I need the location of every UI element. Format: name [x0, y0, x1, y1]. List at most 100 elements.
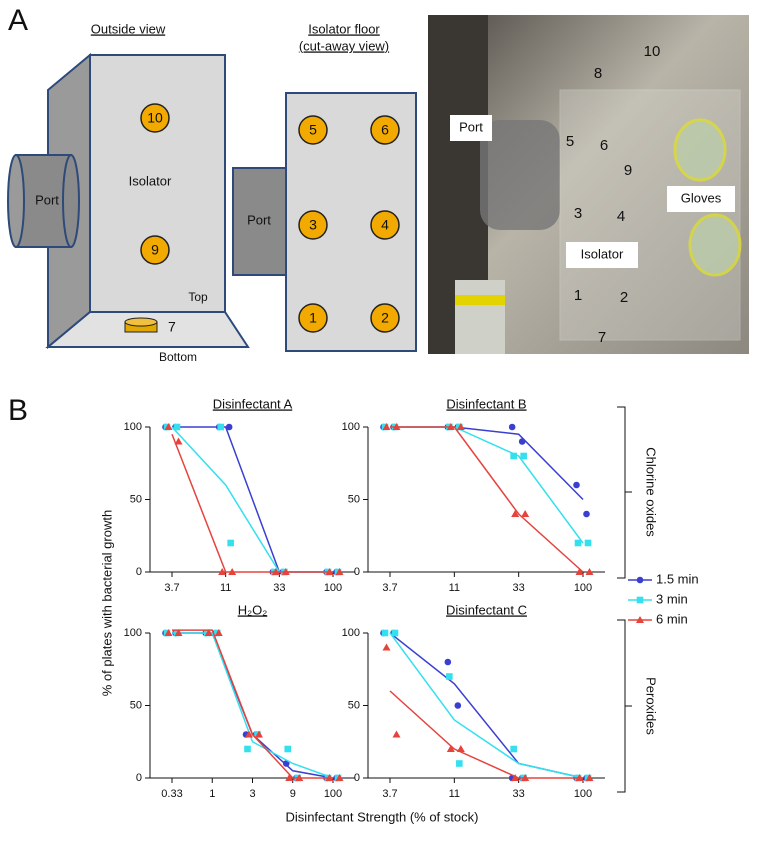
data-point — [510, 452, 517, 460]
x-tick-label: 33 — [513, 582, 525, 594]
label: Gloves — [681, 190, 722, 205]
number: 10 — [644, 43, 661, 60]
data-point — [392, 423, 401, 430]
number-marker — [370, 115, 400, 145]
y-tick-label: 100 — [342, 421, 360, 433]
chart-title: Disinfectant C — [446, 602, 527, 617]
x-tick-label: 3.7 — [164, 582, 179, 594]
number: 4 — [381, 217, 389, 233]
data-point — [204, 629, 213, 636]
legend-label: 1.5 min — [656, 571, 699, 586]
data-point — [284, 745, 292, 753]
data-point — [245, 730, 253, 738]
number-marker — [370, 303, 400, 333]
data-point — [511, 774, 520, 781]
data-point — [583, 510, 590, 518]
data-point — [456, 423, 465, 430]
data-point — [285, 774, 294, 781]
data-point — [575, 568, 584, 575]
diagram-title: (cut-away view) — [299, 38, 389, 53]
data-point — [444, 658, 452, 666]
data-point — [227, 539, 234, 547]
data-point — [585, 774, 594, 781]
data-point — [164, 629, 173, 636]
y-tick-label: 0 — [354, 566, 360, 578]
x-tick-label: 33 — [513, 788, 525, 800]
x-tick-label: 3 — [249, 788, 255, 800]
data-point — [174, 437, 183, 445]
data-point — [511, 510, 520, 517]
series-line — [172, 632, 334, 779]
label: Port — [459, 119, 483, 134]
bracket — [617, 619, 632, 793]
data-point — [271, 568, 280, 575]
x-tick-label: 100 — [324, 582, 342, 594]
chart-title: H₂O₂ — [238, 602, 268, 617]
data-point — [391, 629, 399, 637]
legend-marker — [636, 616, 644, 623]
y-tick-label: 50 — [348, 493, 360, 505]
data-point — [574, 539, 582, 547]
data-point — [295, 774, 304, 781]
y-tick-label: 0 — [354, 772, 360, 784]
label: Top — [188, 290, 208, 304]
number: 4 — [617, 208, 625, 225]
x-tick-label: 100 — [574, 582, 592, 594]
data-point — [518, 438, 526, 445]
x-tick-label: 3.7 — [382, 582, 397, 594]
number: 8 — [594, 65, 602, 82]
data-point — [454, 702, 462, 709]
data-point — [510, 745, 517, 753]
data-point — [456, 745, 465, 752]
chart-title: Disinfectant A — [213, 396, 293, 411]
y-tick-label: 50 — [130, 493, 142, 505]
x-tick-label: 11 — [220, 582, 231, 594]
diagram-title: Outside view — [91, 21, 166, 36]
data-point — [382, 423, 391, 430]
bracket — [617, 406, 632, 579]
series-line — [172, 632, 334, 779]
data-point — [382, 643, 391, 651]
x-tick-label: 33 — [273, 582, 285, 594]
photo: Port Gloves Isolator 10 8 5 69 3 4 1 2 7 — [428, 15, 749, 354]
group-label: Chlorine oxides — [644, 447, 659, 537]
data-point — [225, 423, 233, 431]
x-tick-label: 3.7 — [382, 788, 397, 800]
data-point — [228, 568, 237, 575]
number: 5 — [309, 122, 317, 138]
legend-marker — [636, 576, 644, 584]
series-line — [389, 690, 583, 779]
label: Port — [35, 192, 59, 207]
series-line — [171, 433, 333, 573]
panel-label: A — [8, 4, 28, 37]
data-point — [575, 774, 584, 781]
panel-label: B — [8, 394, 28, 427]
x-tick-label: 11 — [449, 582, 460, 594]
number: 5 — [566, 133, 574, 150]
data-point — [218, 568, 227, 575]
data-point — [281, 568, 290, 575]
label: Bottom — [159, 350, 197, 364]
number: 7 — [168, 319, 176, 335]
number: 9 — [624, 162, 632, 179]
data-point — [585, 568, 594, 575]
number: 1 — [574, 287, 582, 304]
data-point — [173, 423, 181, 431]
label: Isolator — [129, 173, 172, 188]
data-point — [244, 745, 251, 753]
data-point — [521, 774, 530, 781]
data-point — [446, 745, 455, 752]
data-point — [255, 730, 263, 738]
data-point — [381, 629, 389, 637]
number: 10 — [147, 110, 163, 126]
data-point — [584, 539, 592, 547]
number-marker — [298, 210, 328, 240]
y-tick-label: 100 — [342, 627, 360, 639]
data-point — [446, 423, 455, 430]
isolator-floor: Isolator floor (cut-away view) Port 5 6 3 4… — [232, 21, 417, 352]
data-point — [446, 673, 453, 680]
data-point — [164, 423, 173, 430]
data-point — [217, 423, 224, 431]
data-point — [325, 774, 334, 781]
